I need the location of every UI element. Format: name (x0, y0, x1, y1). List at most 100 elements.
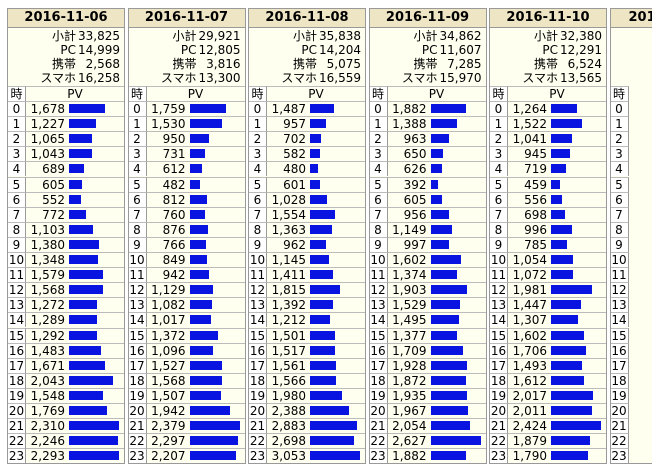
bar-cell (67, 282, 124, 297)
pv-bar (551, 164, 566, 174)
summary-value: 35,838 (319, 29, 361, 43)
bar-cell (549, 252, 606, 267)
bar-cell (549, 342, 606, 358)
pv-value: 1,041 (508, 131, 549, 146)
pv-value: 962 (267, 236, 308, 252)
pv-column-header: PV (387, 86, 486, 101)
bar-cell (187, 146, 245, 161)
hour-label: 9 (369, 236, 388, 252)
hour-label: 19 (490, 387, 508, 403)
pv-value: 1,145 (267, 252, 308, 267)
pv-value: 1,447 (508, 297, 549, 312)
pv-bar (189, 421, 240, 431)
pv-bar (551, 390, 593, 400)
hour-label: 12 (369, 282, 388, 298)
pv-value: 2,207 (146, 448, 188, 463)
pv-value: 1,054 (508, 252, 549, 267)
pv-bar (430, 134, 449, 144)
pv-value: 1,527 (146, 357, 188, 373)
pv-value: 1,548 (26, 387, 67, 403)
day-panel: 2016-11-06 時小計 33,825 PC 14,999 携帯 2,568 スマホ 16,… (7, 8, 125, 464)
pv-bar (310, 149, 320, 159)
pv-value: 2,698 (267, 433, 308, 448)
summary-label: 小計 (533, 29, 558, 43)
pv-bar (189, 194, 207, 204)
bar-cell (187, 342, 245, 358)
hour-label: 4 (128, 161, 147, 177)
hour-label: 17 (610, 357, 629, 373)
pv-bar (551, 285, 592, 295)
pv-value: 1,028 (267, 191, 308, 207)
hour-label: 6 (8, 191, 26, 207)
pv-bar (189, 300, 213, 310)
bar-cell (549, 101, 606, 116)
pv-value: 1,096 (146, 342, 188, 358)
pv-value: 1,392 (267, 297, 308, 312)
hour-label: 23 (610, 448, 629, 464)
bar-cell (428, 418, 486, 433)
hour-label: 4 (490, 161, 508, 177)
hour-label: 1 (249, 116, 267, 132)
hour-label: 22 (369, 433, 388, 449)
hour-label: 17 (8, 357, 26, 373)
pv-bar (551, 255, 573, 264)
hour-label: 20 (8, 403, 26, 418)
bar-cell (428, 236, 486, 252)
bar-cell (187, 357, 245, 373)
hour-label: 20 (369, 403, 388, 418)
hour-label: 11 (490, 267, 508, 283)
pv-value: 612 (146, 161, 188, 176)
summary-value: 33,825 (78, 29, 120, 43)
bar-cell (308, 236, 365, 252)
hour-label: 1 (490, 116, 508, 132)
pv-bar (551, 300, 581, 310)
hour-label: 8 (128, 221, 147, 237)
hour-label: 17 (490, 357, 508, 373)
hour-label: 16 (490, 342, 508, 358)
pv-value: 1,072 (508, 267, 549, 282)
bar-cell (428, 357, 486, 373)
pv-value: 731 (146, 146, 188, 161)
pv-bar (310, 406, 350, 415)
pv-value: 1,554 (267, 206, 308, 222)
pv-value: 1,568 (146, 372, 188, 388)
summary-line: 小計 34,862 (413, 29, 481, 43)
summary-label: 携帯 (172, 57, 197, 71)
hour-label: 20 (610, 403, 629, 418)
pv-value: 1,935 (387, 387, 429, 403)
hour-label: 2 (8, 131, 26, 147)
summary-label: 携帯 (533, 57, 558, 71)
summary-value: 14,204 (319, 43, 361, 57)
hour-label: 5 (490, 176, 508, 192)
hour-label: 17 (128, 357, 147, 373)
date-header: 2016-11-09 (369, 9, 486, 28)
bar-cell (549, 372, 606, 388)
pv-value: 601 (267, 176, 308, 192)
pv-bar (551, 345, 587, 355)
bar-cell (67, 161, 124, 176)
pv-bar (310, 255, 329, 264)
hour-label: 4 (610, 161, 629, 177)
hour-label: 13 (369, 297, 388, 313)
pv-bar (310, 179, 320, 189)
bar-cell (67, 267, 124, 282)
summary-value: 13,300 (198, 71, 241, 85)
hour-label: 0 (610, 101, 629, 116)
bar-cell (549, 191, 606, 207)
hour-label: 14 (249, 312, 267, 328)
pv-value: 1,374 (387, 267, 429, 282)
bar-cell (428, 327, 486, 343)
bar-cell (308, 116, 365, 131)
pv-value: 945 (508, 146, 549, 161)
pv-value: 2,310 (26, 418, 67, 433)
hour-label: 6 (490, 191, 508, 207)
pv-bar (310, 375, 336, 385)
pv-bar (551, 375, 585, 385)
bar-cell (308, 282, 365, 297)
hour-label: 17 (249, 357, 267, 373)
hour-label: 7 (369, 206, 388, 222)
hour-label: 16 (128, 342, 147, 358)
pv-bar (189, 406, 231, 415)
hour-label: 19 (128, 387, 147, 403)
pv-value: 1,759 (146, 101, 188, 116)
